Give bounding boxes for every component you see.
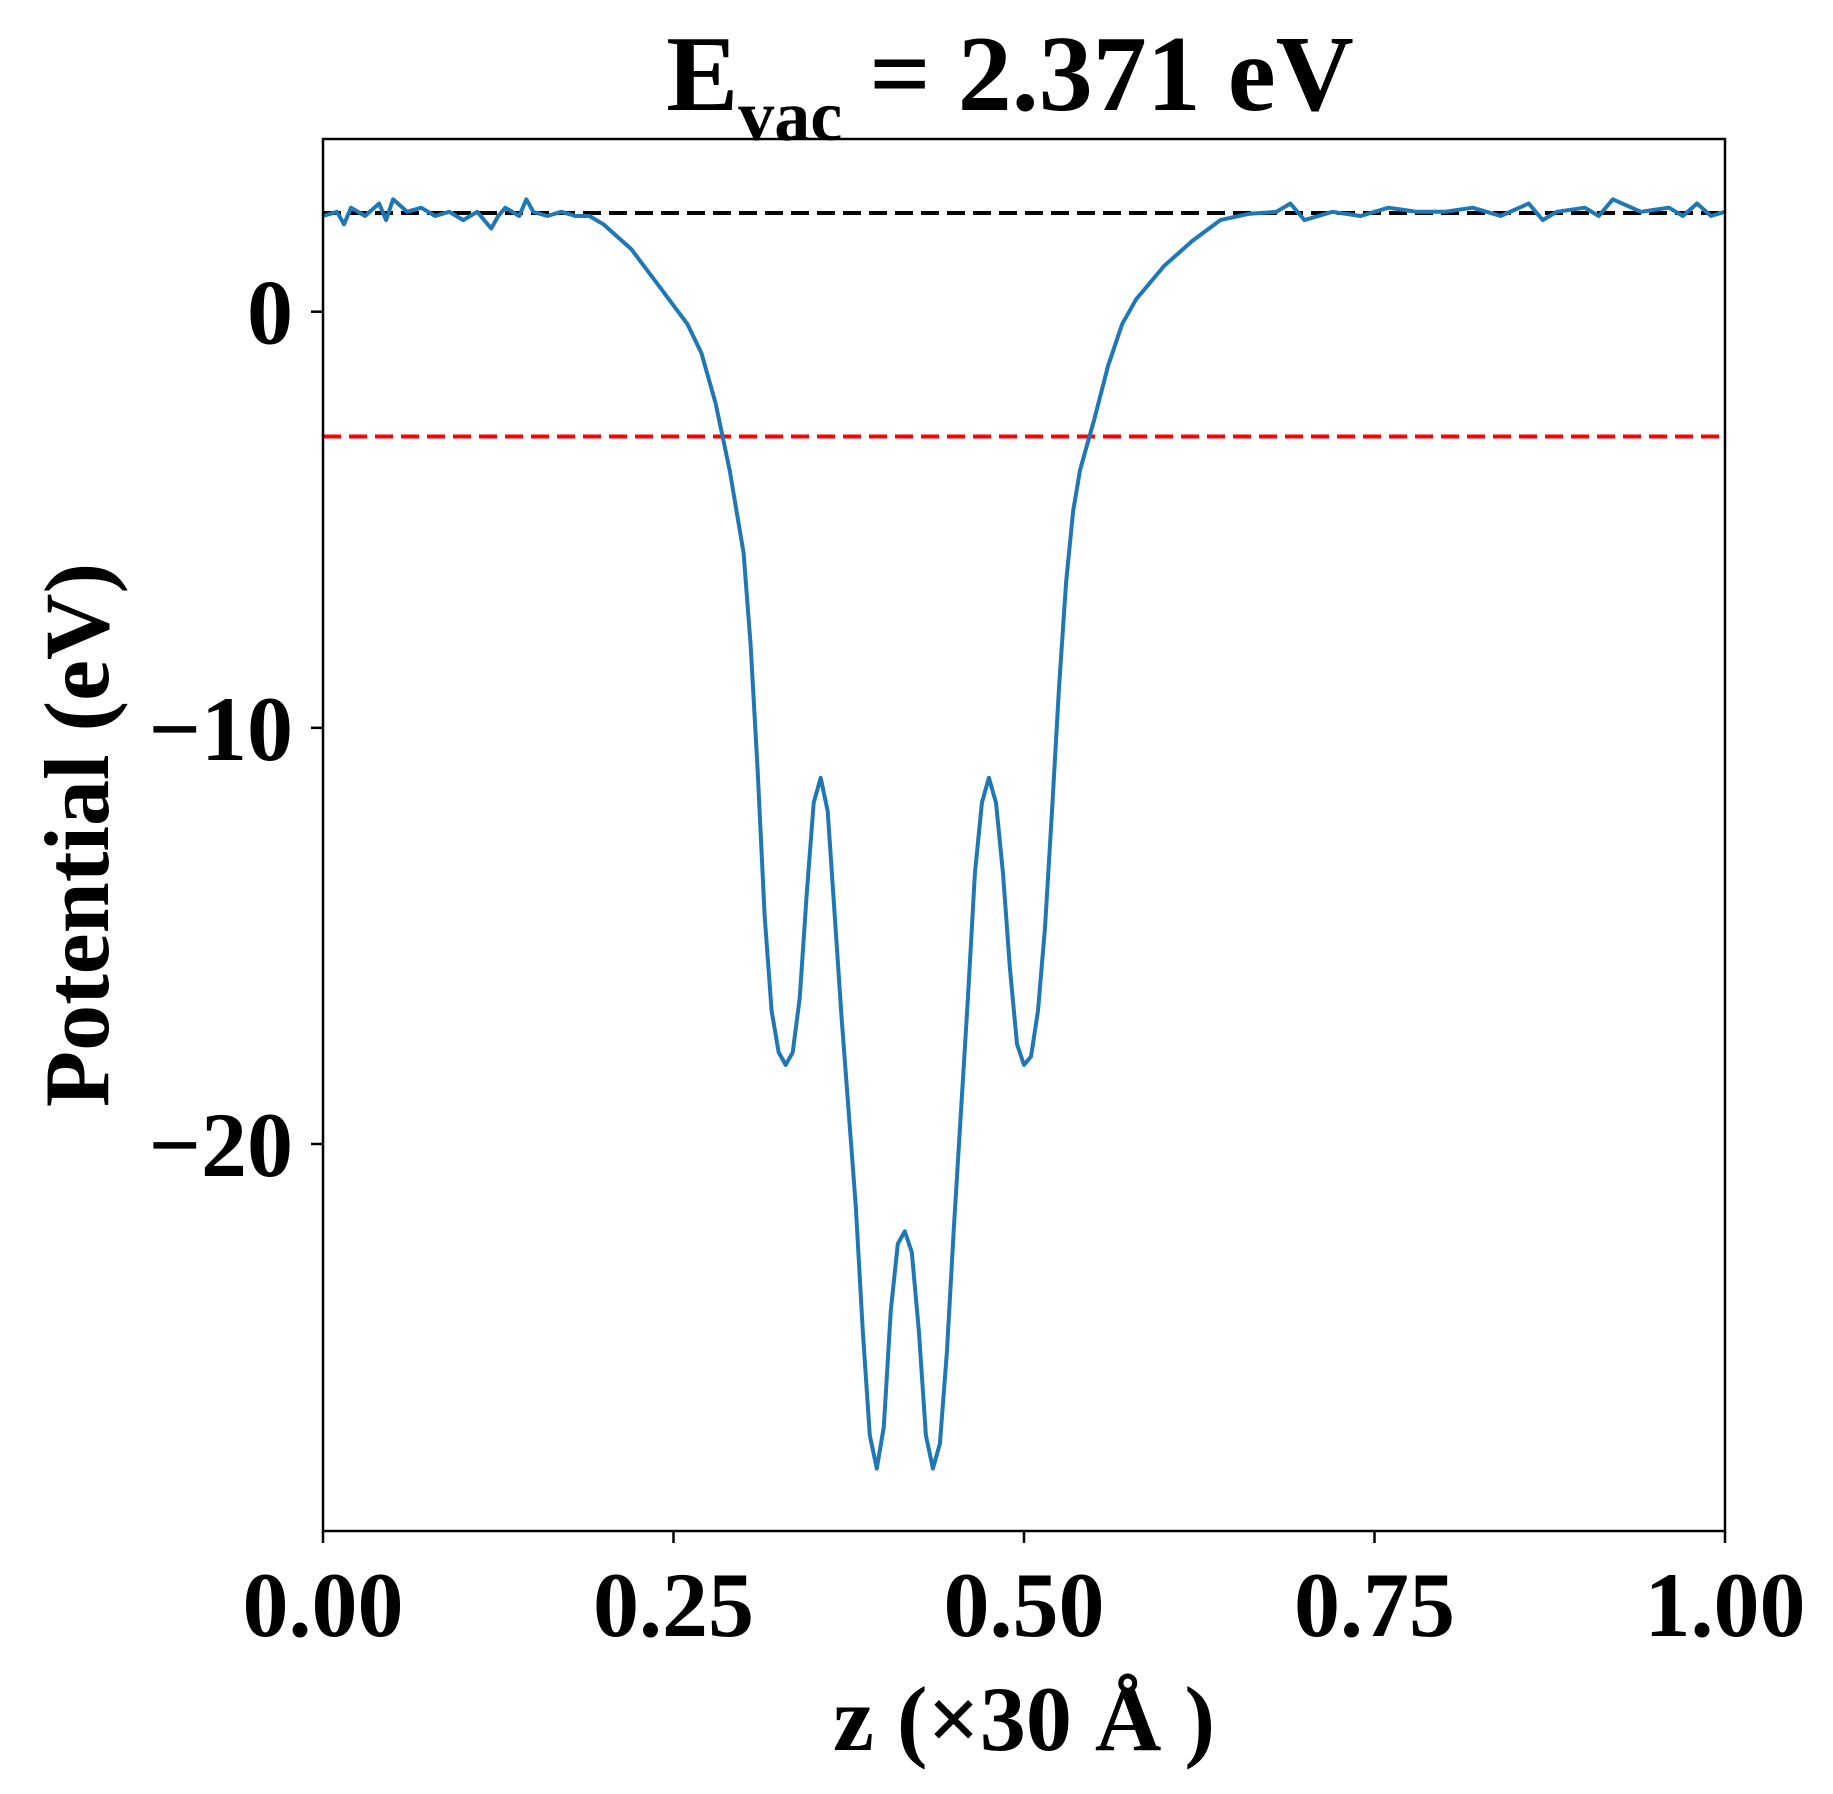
axes-frame — [321, 137, 1727, 1533]
title-rest: = 2.371 eV — [842, 15, 1353, 134]
y-tick-label: −10 — [149, 678, 293, 780]
potential-series-line — [322, 197, 1726, 1471]
x-tick-label: 0.00 — [243, 1554, 404, 1656]
x-tick-label: 0.25 — [593, 1554, 754, 1656]
y-tick-label: −20 — [149, 1094, 293, 1196]
x-axis-label: z (×30 Å ) — [833, 1668, 1215, 1770]
x-tick-label: 0.75 — [1294, 1554, 1455, 1656]
x-axis: 0.00 0.25 0.50 0.75 1.00 — [243, 1531, 1806, 1656]
title-subscript: vac — [738, 76, 842, 156]
plot-area — [322, 197, 1726, 1471]
y-tick-label: 0 — [247, 262, 293, 364]
chart-title: Evac = 2.371 eV — [666, 15, 1354, 156]
y-axis-label: Potential (eV) — [26, 563, 128, 1107]
x-tick-label: 1.00 — [1645, 1554, 1806, 1656]
y-axis: 0 −10 −20 — [149, 262, 323, 1196]
title-main: E — [666, 15, 738, 134]
x-tick-label: 0.50 — [944, 1554, 1105, 1656]
